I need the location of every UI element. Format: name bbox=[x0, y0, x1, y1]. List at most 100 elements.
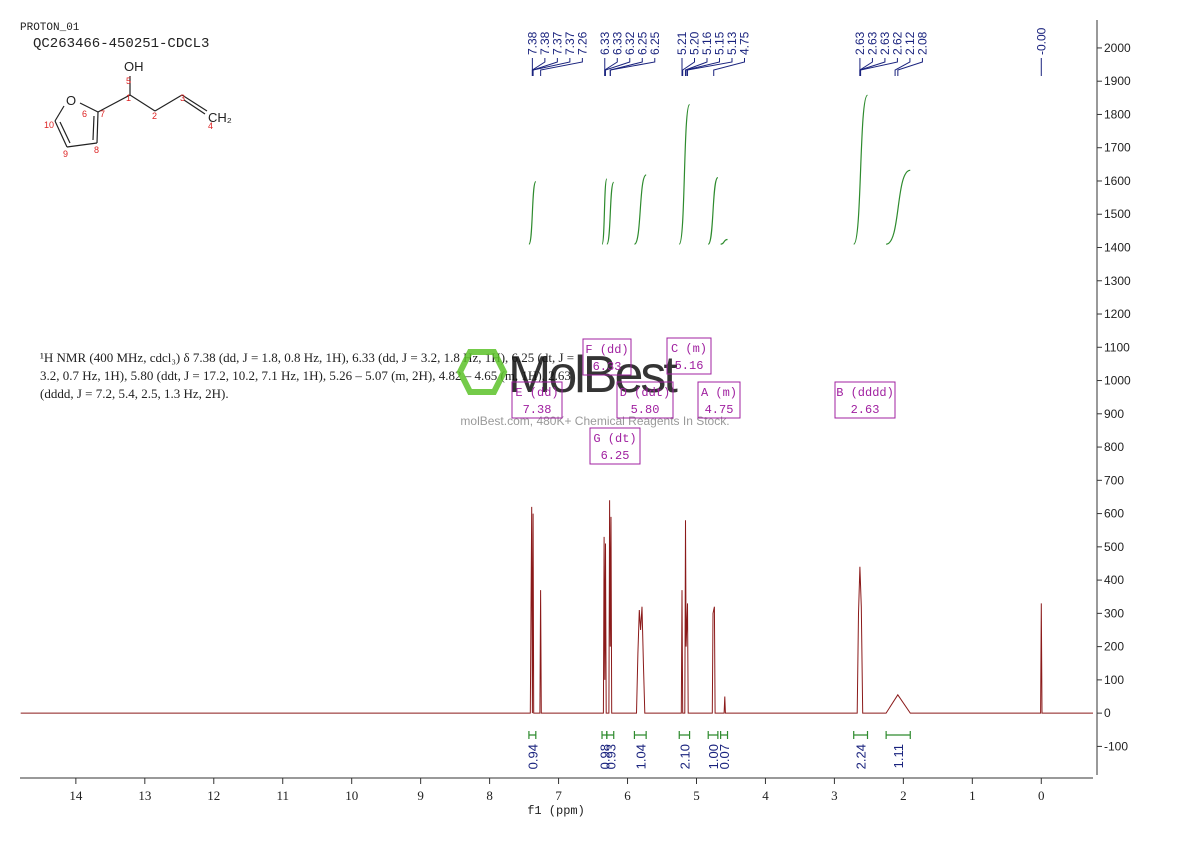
y-tick-label: 900 bbox=[1104, 407, 1124, 421]
integral-bracket bbox=[707, 731, 719, 739]
x-tick-label: 3 bbox=[831, 788, 838, 803]
peak-label: 2.08 bbox=[915, 31, 929, 55]
multiplet-frame bbox=[834, 381, 896, 419]
bond bbox=[96, 111, 99, 144]
peak-label: 6.33 bbox=[598, 31, 612, 55]
y-tick-label: 0 bbox=[1104, 706, 1111, 720]
x-tick-label: 12 bbox=[207, 788, 220, 803]
peak-label: 7.26 bbox=[575, 31, 589, 55]
multiplet-name: A (m) bbox=[701, 386, 737, 400]
multiplet-name: B (dddd) bbox=[836, 386, 894, 400]
multiplet-shift: 6.33 bbox=[593, 360, 622, 374]
multiplet-shift: 7.38 bbox=[523, 403, 552, 417]
multiplet-frame bbox=[511, 381, 563, 419]
multiplet-name: C (m) bbox=[671, 342, 707, 356]
bond bbox=[154, 94, 183, 112]
bond bbox=[129, 94, 156, 112]
integral-bracket bbox=[885, 731, 911, 739]
atom-number: 4 bbox=[208, 121, 213, 131]
x-tick-label: 4 bbox=[762, 788, 769, 803]
watermark-logo bbox=[456, 349, 508, 395]
multiplet-frame bbox=[589, 427, 641, 465]
y-tick-label: 200 bbox=[1104, 640, 1124, 654]
x-tick-label: 14 bbox=[69, 788, 83, 803]
y-tick-label: 2000 bbox=[1104, 41, 1131, 55]
peak-label: 6.25 bbox=[635, 31, 649, 55]
peak-pointer bbox=[897, 58, 923, 76]
x-tick-label: 10 bbox=[345, 788, 358, 803]
multiplet-frame bbox=[666, 337, 712, 375]
atom-number: 6 bbox=[82, 109, 87, 119]
integral-curve bbox=[633, 174, 647, 245]
experiment-name: PROTON_01 bbox=[20, 22, 80, 34]
peak-pointer bbox=[685, 58, 721, 76]
description-line: ¹H NMR (400 MHz, cdcl₃) δ 7.38 (dd, J = … bbox=[40, 350, 574, 365]
y-tick-label: 1500 bbox=[1104, 207, 1131, 221]
x-axis-label: f1 (ppm) bbox=[527, 804, 585, 818]
integral-bracket bbox=[633, 731, 647, 739]
atom-number: 10 bbox=[44, 120, 54, 130]
multiplet-name: G (dt) bbox=[593, 432, 636, 446]
peak-pointer bbox=[859, 58, 886, 76]
bond bbox=[54, 120, 68, 148]
atom-label: O bbox=[66, 93, 76, 108]
y-tick-label: 100 bbox=[1104, 673, 1124, 687]
integral-bracket bbox=[678, 731, 691, 739]
peak-pointer bbox=[532, 58, 571, 76]
bond bbox=[181, 94, 208, 112]
integral-bracket bbox=[853, 731, 869, 739]
multiplet-box: E (dd) 7.38 bbox=[511, 381, 563, 419]
peak-pointer bbox=[609, 58, 656, 76]
peak-label: 5.20 bbox=[688, 31, 702, 55]
peak-label: 2.62 bbox=[890, 31, 904, 55]
multiplet-name: F (dd) bbox=[585, 343, 628, 357]
integral-curve bbox=[720, 238, 728, 245]
peak-label: 2.63 bbox=[878, 31, 892, 55]
integral-bracket bbox=[601, 731, 608, 739]
x-tick-label: 0 bbox=[1038, 788, 1045, 803]
integral-label: 2.10 bbox=[677, 744, 692, 769]
peak-pointer bbox=[604, 58, 631, 76]
peak-pointer bbox=[682, 58, 696, 76]
description-line: (dddd, J = 7.2, 5.4, 2.5, 1.3 Hz, 2H). bbox=[40, 386, 229, 401]
multiplet-name: E (dd) bbox=[515, 386, 558, 400]
peak-label: 7.37 bbox=[550, 31, 564, 55]
integral-curve bbox=[601, 178, 608, 245]
peak-label: 5.21 bbox=[675, 31, 689, 55]
x-tick-label: 9 bbox=[417, 788, 424, 803]
integral-label: 2.24 bbox=[854, 744, 869, 769]
multiplet-shift: 5.80 bbox=[631, 403, 660, 417]
atom-number: 9 bbox=[63, 149, 68, 159]
atom-number: 1 bbox=[126, 93, 131, 103]
peak-label: 5.15 bbox=[713, 31, 727, 55]
integral-label: 0.98 bbox=[597, 744, 612, 769]
peak-pointer bbox=[684, 58, 708, 76]
integral-curve bbox=[707, 177, 719, 245]
watermark-tagline: molBest.com, 480K+ Chemical Reagents In … bbox=[460, 414, 729, 428]
sample-id: QC263466-450251-CDCL3 bbox=[33, 36, 209, 52]
bond bbox=[66, 142, 98, 148]
y-tick-label: 1400 bbox=[1104, 240, 1131, 254]
atom-number: 3 bbox=[180, 93, 185, 103]
peak-label: 5.16 bbox=[700, 31, 714, 55]
atom-number: 5 bbox=[126, 76, 131, 86]
peak-label: 7.38 bbox=[538, 31, 552, 55]
atom-label: CH₂ bbox=[208, 110, 232, 125]
y-tick-label: 500 bbox=[1104, 540, 1124, 554]
multiplet-box: D (ddt) 5.80 bbox=[616, 381, 674, 419]
multiplet-shift: 6.25 bbox=[601, 449, 630, 463]
bond bbox=[79, 102, 99, 113]
multiplet-frame bbox=[616, 381, 674, 419]
peak-label: 2.12 bbox=[903, 31, 917, 55]
peak-pointer bbox=[531, 58, 546, 76]
integral-label: 0.93 bbox=[603, 744, 618, 769]
bond bbox=[183, 99, 206, 115]
integral-label: 1.00 bbox=[706, 744, 721, 769]
atom-number: 7 bbox=[100, 109, 105, 119]
x-tick-label: 5 bbox=[693, 788, 700, 803]
peak-label: 5.13 bbox=[725, 31, 739, 55]
multiplet-box: B (dddd) 2.63 bbox=[834, 381, 896, 419]
integral-label: 0.94 bbox=[525, 744, 540, 769]
